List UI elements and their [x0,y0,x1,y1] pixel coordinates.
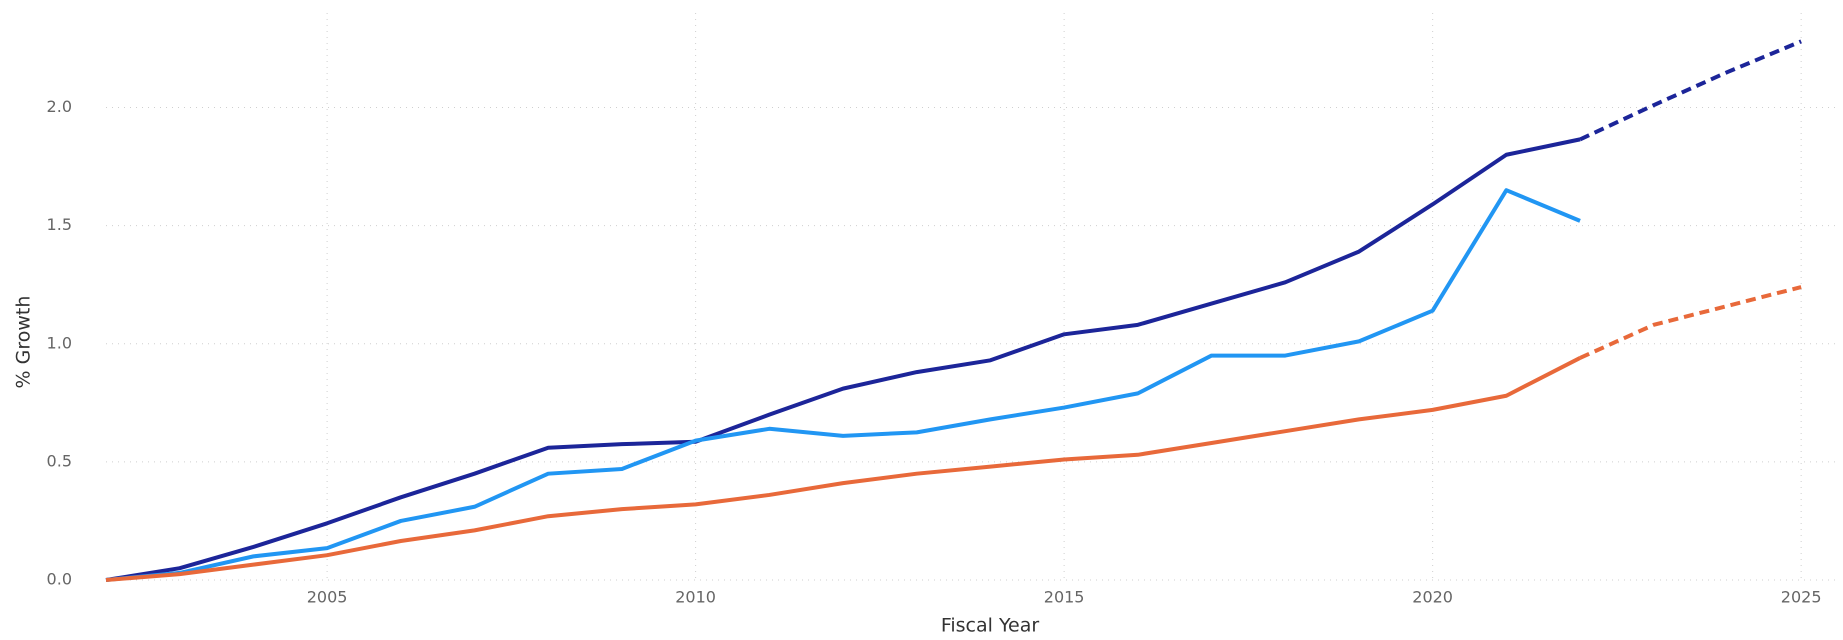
x-tick-label: 2020 [1412,588,1453,607]
series-line [105,188,1581,582]
series-line [1579,285,1802,360]
y-tick-label: 0.5 [47,451,72,470]
series-line [105,137,1581,582]
y-tick-label: 1.0 [47,333,72,352]
series-line [105,356,1581,582]
y-tick-label: 1.5 [47,215,72,234]
x-tick-label: 2015 [1044,588,1085,607]
y-axis-title: % Growth [13,296,35,389]
y-tick-label: 2.0 [47,97,72,116]
x-axis-title: Fiscal Year [941,615,1040,637]
series-line [1579,39,1802,142]
y-tick-label: 0.0 [47,570,72,589]
x-tick-label: 2010 [675,588,716,607]
x-tick-label: 2005 [307,588,348,607]
x-tick-label: 2025 [1781,588,1822,607]
